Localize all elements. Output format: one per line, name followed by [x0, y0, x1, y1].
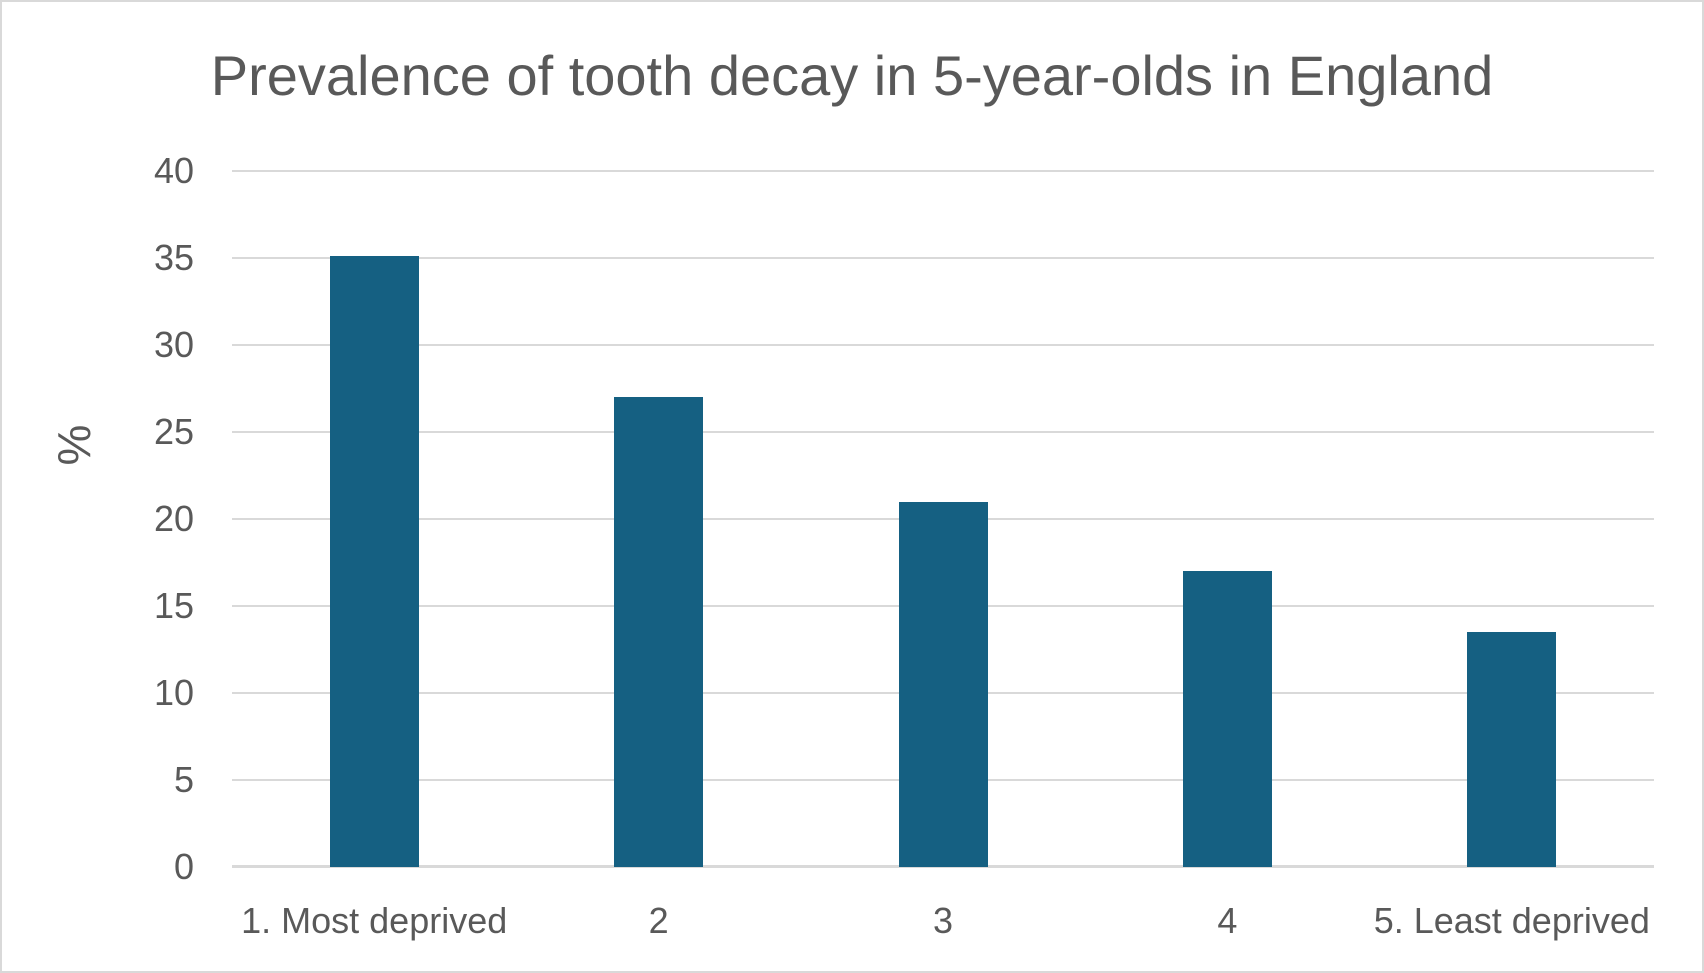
plot-area — [232, 170, 1654, 868]
gridline — [232, 431, 1654, 433]
bar — [898, 501, 988, 867]
bar — [1467, 632, 1557, 867]
y-tick-label: 0 — [173, 846, 194, 887]
y-tick-label: 15 — [153, 585, 194, 626]
gridline — [232, 170, 1654, 172]
x-axis-label: 1. Most deprived — [241, 900, 508, 941]
x-axis-label: 2 — [648, 900, 669, 941]
y-tick-label: 40 — [153, 150, 194, 191]
bar — [329, 256, 419, 867]
y-tick-label: 20 — [153, 498, 194, 539]
y-tick-label: 35 — [153, 237, 194, 278]
gridline — [232, 257, 1654, 259]
x-axis-label: 5. Least deprived — [1373, 900, 1650, 941]
y-tick-label: 30 — [153, 324, 194, 365]
bar — [1182, 571, 1272, 867]
x-axis-label: 4 — [1217, 900, 1238, 941]
gridline — [232, 344, 1654, 346]
x-axis-label: 3 — [932, 900, 953, 941]
y-tick-label: 25 — [153, 411, 194, 452]
y-tick-label: 10 — [153, 672, 194, 713]
chart-title: Prevalence of tooth decay in 5-year-olds… — [210, 44, 1494, 107]
bar — [614, 397, 704, 867]
y-tick-label: 5 — [173, 759, 194, 800]
